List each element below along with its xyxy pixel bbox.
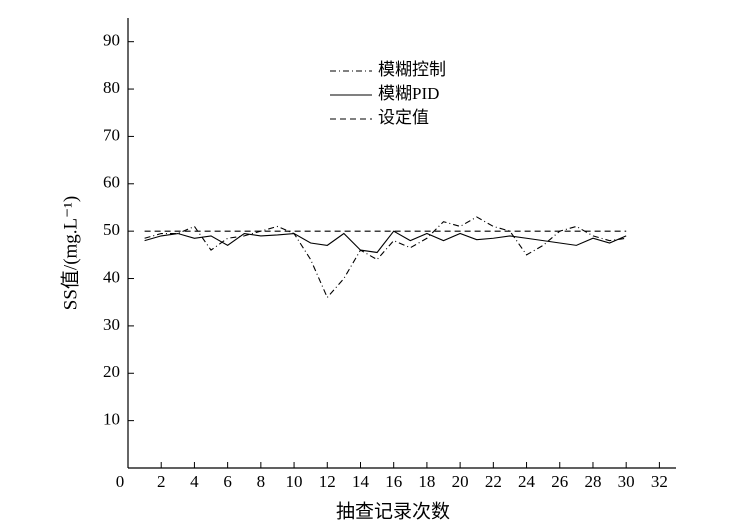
x-tick-label: 2 [157,472,166,491]
x-tick-label: 14 [352,472,370,491]
x-tick-label: 16 [385,472,402,491]
y-tick-label: 10 [103,410,120,429]
legend-label: 模糊控制 [378,60,446,79]
x-tick-label: 32 [651,472,668,491]
x-tick-label: 20 [452,472,469,491]
x-tick-label: 6 [223,472,232,491]
x-tick-label: 30 [618,472,635,491]
y-tick-label: 60 [103,173,120,192]
x-axis-label: 抽查记录次数 [336,500,450,522]
y-tick-label: 70 [103,125,120,144]
y-tick-label: 40 [103,267,120,286]
x-tick-label: 12 [319,472,336,491]
x-tick-label: 24 [518,472,536,491]
y-tick-label: 50 [103,220,120,239]
y-axis-label: SS值/(mg.L⁻¹) [59,196,81,310]
x-tick-label: 26 [551,472,568,491]
series-line [144,230,627,254]
x-tick-label: 28 [584,472,601,491]
x-tick-label: 10 [286,472,303,491]
series-line [144,216,627,299]
y-tick-label: 90 [103,31,120,50]
x-tick-label: 22 [485,472,502,491]
y-tick-label: 80 [103,78,120,97]
legend-label: 设定值 [378,108,429,127]
x-tick-label: 4 [190,472,199,491]
x-tick-label: 18 [418,472,435,491]
y-tick-label: 30 [103,315,120,334]
legend-label: 模糊PID [378,84,439,103]
x-tick-label: 0 [116,472,125,491]
y-tick-label: 20 [103,362,120,381]
x-tick-label: 8 [257,472,266,491]
